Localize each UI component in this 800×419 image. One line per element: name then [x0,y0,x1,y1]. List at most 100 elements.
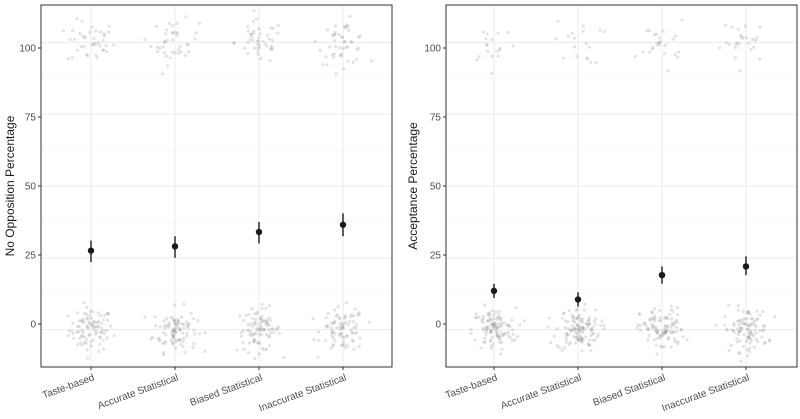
right-ytick-label: 25 [430,251,442,262]
raw-response-point [572,328,576,332]
raw-response-point [66,57,70,61]
raw-response-point [762,328,766,332]
raw-response-point [181,344,185,349]
raw-response-point [242,318,246,323]
raw-response-point [105,336,109,340]
raw-response-point [746,311,751,315]
raw-response-point [750,317,755,321]
raw-response-point [578,329,583,333]
raw-response-point [736,332,741,337]
raw-response-point [342,336,346,340]
raw-response-point [745,311,749,315]
raw-response-point [482,341,486,345]
raw-response-point [163,326,167,330]
raw-response-point [269,26,273,30]
raw-response-point [82,36,86,40]
raw-response-point [262,327,266,331]
raw-response-point [653,314,657,318]
raw-response-point [498,334,502,338]
raw-response-point [586,322,590,326]
raw-response-point [735,327,740,331]
raw-response-point [511,332,515,336]
raw-response-point [738,326,742,330]
raw-response-point [68,37,72,42]
raw-response-point [498,325,502,329]
raw-response-point [663,317,667,321]
raw-response-point [565,332,569,336]
raw-response-point [489,317,493,321]
raw-response-point [102,32,106,36]
raw-response-point [499,318,503,322]
raw-response-point [662,332,666,336]
raw-response-point [579,337,583,342]
raw-response-point [574,335,578,339]
raw-response-point [185,323,189,327]
raw-response-point [675,318,679,323]
raw-response-point [574,317,578,321]
raw-response-point [80,343,84,347]
raw-response-point [91,338,95,342]
raw-response-point [647,28,652,33]
raw-response-point [76,311,80,315]
raw-response-point [493,322,497,326]
right-x-ticks [493,367,747,370]
raw-response-point [648,50,652,54]
raw-response-point [272,330,276,334]
raw-response-point [67,328,71,333]
raw-response-point [182,302,186,306]
raw-response-point [661,29,665,33]
raw-response-point [82,44,86,48]
raw-response-point [157,337,162,341]
raw-response-point [259,329,263,333]
raw-response-point [352,347,356,351]
raw-response-point [80,334,84,338]
raw-response-point [173,330,177,334]
raw-response-point [773,314,777,319]
raw-response-point [184,15,188,19]
raw-response-point [647,333,651,338]
raw-response-point [341,322,345,326]
raw-response-point [637,312,641,316]
raw-response-point [252,321,256,325]
raw-response-point [563,326,568,330]
raw-response-point [744,36,749,40]
raw-response-point [685,338,689,342]
raw-response-point [482,328,486,332]
raw-response-point [324,55,328,59]
raw-response-point [498,46,502,51]
raw-response-point [563,345,567,350]
raw-response-point [350,338,354,342]
raw-response-point [735,319,739,323]
raw-response-point [247,329,251,333]
raw-response-point [66,333,70,337]
raw-response-point [581,320,585,324]
raw-response-point [174,30,178,34]
raw-response-point [676,340,680,344]
raw-response-point [669,304,673,308]
raw-response-point [583,326,587,331]
raw-response-point [85,53,89,57]
raw-response-point [573,331,578,335]
raw-response-point [196,319,200,323]
raw-response-point [573,327,577,331]
raw-response-point [342,316,346,320]
raw-response-point [189,311,193,315]
raw-response-point [343,25,347,29]
raw-response-point [258,327,262,331]
raw-response-point [676,313,680,317]
raw-response-point [162,351,166,355]
raw-response-point [343,313,347,318]
raw-response-point [502,321,506,325]
raw-response-point [732,323,736,328]
raw-response-point [251,333,255,337]
raw-response-point [741,310,746,314]
raw-response-point [500,341,504,345]
raw-response-point [479,346,483,350]
raw-response-point [490,346,494,350]
raw-response-point [192,342,196,346]
raw-response-point [492,313,496,317]
raw-response-point [506,330,510,334]
right-x-tick-labels: Taste-based Accurate Statistical Biased … [444,372,751,414]
raw-response-point [515,334,520,339]
raw-response-point [151,335,155,339]
